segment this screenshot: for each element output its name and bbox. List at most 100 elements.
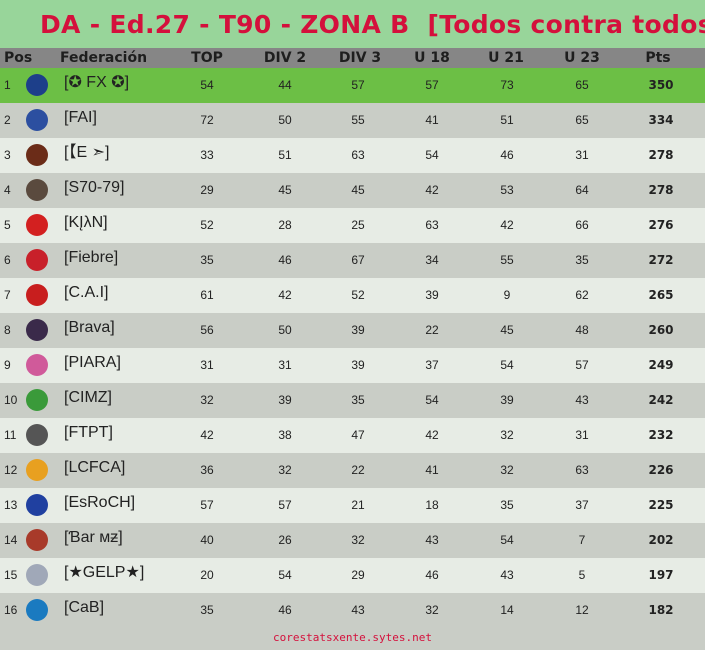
score-u21: 14 — [500, 603, 514, 617]
score-div3: 32 — [351, 533, 365, 547]
points: 202 — [648, 533, 674, 547]
score-div3: 55 — [351, 113, 365, 127]
pos: 15 — [4, 568, 18, 582]
col-u21: U 21 — [488, 50, 524, 66]
table-row: 5 [KĮλN] 52 28 25 63 42 66 276 — [0, 208, 705, 243]
points: 278 — [648, 183, 674, 197]
score-div2: 54 — [278, 568, 292, 582]
score-u21: 39 — [500, 393, 514, 407]
score-top: 29 — [200, 183, 214, 197]
score-u18: 42 — [425, 428, 439, 442]
score-u21: 35 — [500, 498, 514, 512]
score-u23: 65 — [575, 113, 589, 127]
federation-logo-icon — [26, 424, 48, 446]
table-header: Pos Federación TOP DIV 2 DIV 3 U 18 U 21… — [0, 48, 705, 68]
table-row: 16 [CaB] 35 46 43 32 14 12 182 — [0, 593, 705, 628]
score-u18: 42 — [425, 183, 439, 197]
score-u18: 37 — [425, 358, 439, 372]
points: 242 — [648, 393, 674, 407]
federation-logo-icon — [26, 214, 48, 236]
points: 182 — [648, 603, 674, 617]
federation-name: [FTPT] — [64, 424, 113, 441]
col-div3: DIV 3 — [338, 50, 382, 66]
federation-logo-icon — [26, 179, 48, 201]
federation-name: [✪ FX ✪] — [64, 74, 130, 91]
score-u23: 43 — [575, 393, 589, 407]
pos: 8 — [4, 323, 11, 337]
pos: 1 — [4, 78, 11, 92]
score-div3: 22 — [351, 463, 365, 477]
footer-link[interactable]: corestatsxente.sytes.net — [273, 631, 432, 644]
table-row: 4 [S70-79] 29 45 45 42 53 64 278 — [0, 173, 705, 208]
score-div2: 31 — [278, 358, 292, 372]
score-div2: 42 — [278, 288, 292, 302]
score-u18: 41 — [425, 113, 439, 127]
points: 265 — [648, 288, 674, 302]
points: 272 — [648, 253, 674, 267]
pos: 3 — [4, 148, 11, 162]
score-div3: 45 — [351, 183, 365, 197]
col-u18: U 18 — [414, 50, 450, 66]
points: 350 — [648, 78, 674, 92]
col-div2: DIV 2 — [263, 50, 307, 66]
federation-name: [FAI] — [64, 109, 97, 126]
score-top: 33 — [200, 148, 214, 162]
score-top: 36 — [200, 463, 214, 477]
score-u18: 54 — [425, 148, 439, 162]
score-u21: 43 — [500, 568, 514, 582]
score-top: 32 — [200, 393, 214, 407]
federation-name: [C.A.I] — [64, 284, 109, 301]
score-u23: 5 — [578, 568, 586, 582]
federation-name: [S70-79] — [64, 179, 125, 196]
table-row: 9 [PIARA] 31 31 39 37 54 57 249 — [0, 348, 705, 383]
federation-logo-icon — [26, 249, 48, 271]
pos: 14 — [4, 533, 18, 547]
table-row: 1 [✪ FX ✪] 54 44 57 57 73 65 350 — [0, 68, 705, 103]
federation-name: [Brava] — [64, 319, 115, 336]
score-div2: 57 — [278, 498, 292, 512]
score-u18: 46 — [425, 568, 439, 582]
score-u21: 42 — [500, 218, 514, 232]
col-u23: U 23 — [564, 50, 600, 66]
points: 225 — [648, 498, 674, 512]
pos: 5 — [4, 218, 11, 232]
score-u21: 73 — [500, 78, 514, 92]
score-div2: 45 — [278, 183, 292, 197]
score-u18: 63 — [425, 218, 439, 232]
score-top: 35 — [200, 253, 214, 267]
federation-logo-icon — [26, 144, 48, 166]
points: 226 — [648, 463, 674, 477]
table-row: 8 [Brava] 56 50 39 22 45 48 260 — [0, 313, 705, 348]
score-div2: 44 — [278, 78, 292, 92]
score-u21: 32 — [500, 463, 514, 477]
federation-logo-icon — [26, 74, 48, 96]
score-u23: 35 — [575, 253, 589, 267]
score-div2: 50 — [278, 113, 292, 127]
score-div2: 38 — [278, 428, 292, 442]
score-top: 35 — [200, 603, 214, 617]
federation-logo-icon — [26, 494, 48, 516]
score-u21: 45 — [500, 323, 514, 337]
table-row: 6 [Fiebre] 35 46 67 34 55 35 272 — [0, 243, 705, 278]
pos: 2 — [4, 113, 11, 127]
pos: 13 — [4, 498, 18, 512]
score-u23: 48 — [575, 323, 589, 337]
federation-logo-icon — [26, 529, 48, 551]
score-u23: 62 — [575, 288, 589, 302]
federation-name: [KĮλN] — [64, 214, 108, 231]
score-div3: 52 — [351, 288, 365, 302]
col-pts: Pts — [645, 50, 671, 66]
score-top: 61 — [200, 288, 214, 302]
score-u18: 41 — [425, 463, 439, 477]
score-u23: 37 — [575, 498, 589, 512]
federation-logo-icon — [26, 599, 48, 621]
score-u18: 57 — [425, 78, 439, 92]
score-u18: 39 — [425, 288, 439, 302]
score-u23: 57 — [575, 358, 589, 372]
table-row: 14 [Ɓar ᴍƶ] 40 26 32 43 54 7 202 — [0, 523, 705, 558]
score-div3: 25 — [351, 218, 365, 232]
federation-name: [EsRoCH] — [64, 494, 136, 511]
score-div3: 63 — [351, 148, 365, 162]
score-u23: 7 — [578, 533, 586, 547]
score-div3: 43 — [351, 603, 365, 617]
